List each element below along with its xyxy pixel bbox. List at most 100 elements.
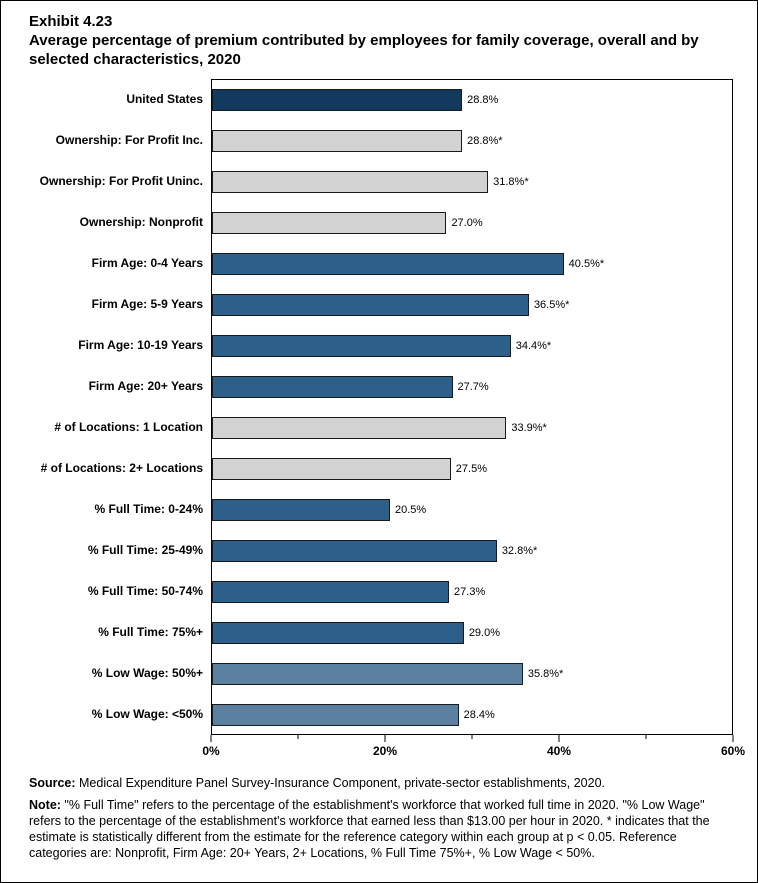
- axis-tick: [645, 735, 647, 740]
- value-label: 27.7%: [457, 380, 489, 393]
- chart-row: % Full Time: 50-74% 27.3%: [29, 571, 733, 612]
- footer: Source: Medical Expenditure Panel Survey…: [29, 775, 733, 861]
- x-axis: 0% 20% 40% 60%: [29, 735, 745, 765]
- bar: [212, 375, 453, 398]
- category-label: % Low Wage: <50%: [91, 706, 203, 721]
- category-label: % Full Time: 75%+: [98, 624, 203, 639]
- bar-chart: United States 28.8% Ownership: For Profi…: [29, 79, 745, 765]
- category-label: Firm Age: 10-19 Years: [78, 337, 203, 352]
- chart-row: Ownership: For Profit Uninc. 31.8%*: [29, 161, 733, 202]
- value-label: 32.8%*: [501, 544, 538, 557]
- bar: [212, 211, 447, 234]
- chart-row: United States 28.8%: [29, 79, 733, 120]
- source-note: Source: Medical Expenditure Panel Survey…: [29, 775, 733, 791]
- note-label: Note:: [29, 798, 61, 813]
- bar: [212, 703, 459, 726]
- category-label: Firm Age: 20+ Years: [88, 378, 203, 393]
- bar: [212, 539, 497, 562]
- axis-tick-label: 40%: [546, 744, 572, 759]
- value-label: 28.8%: [467, 93, 499, 106]
- category-label: # of Locations: 1 Location: [54, 419, 203, 434]
- bar: [212, 498, 390, 521]
- chart-row: # of Locations: 1 Location 33.9%*: [29, 407, 733, 448]
- bar-track: 28.8%: [211, 79, 733, 120]
- category-label: % Low Wage: 50%+: [91, 665, 203, 680]
- exhibit-title: Average percentage of premium contribute…: [29, 31, 699, 68]
- value-label: 33.9%*: [511, 421, 547, 434]
- bar-track: 40.5%*: [211, 243, 733, 284]
- exhibit-number: Exhibit 4.23: [29, 13, 113, 30]
- bar: [212, 457, 451, 480]
- bar: [212, 621, 464, 644]
- axis-tick: [558, 735, 560, 743]
- note: Note: "% Full Time" refers to the percen…: [29, 797, 733, 861]
- bar-track: 28.4%: [211, 694, 733, 735]
- value-label: 27.5%: [455, 462, 487, 475]
- chart-row: % Low Wage: <50% 28.4%: [29, 694, 733, 735]
- title-block: Exhibit 4.23 Average percentage of premi…: [29, 13, 733, 69]
- axis-track: 0% 20% 40% 60%: [202, 735, 745, 765]
- value-label: 27.3%: [454, 585, 486, 598]
- bar-track: 31.8%*: [211, 161, 733, 202]
- chart-row: % Full Time: 0-24% 20.5%: [29, 489, 733, 530]
- value-label: 34.4%*: [515, 339, 552, 352]
- value-label: 40.5%*: [568, 257, 605, 270]
- chart-row: % Full Time: 75%+ 29.0%: [29, 612, 733, 653]
- bar-track: 34.4%*: [211, 325, 733, 366]
- value-label: 35.8%*: [527, 667, 564, 680]
- bar-track: 28.8%*: [211, 120, 733, 161]
- category-label: Firm Age: 0-4 Years: [91, 255, 203, 270]
- chart-row: Firm Age: 0-4 Years 40.5%*: [29, 243, 733, 284]
- chart-row: Ownership: Nonprofit 27.0%: [29, 202, 733, 243]
- category-label: Ownership: For Profit Uninc.: [39, 173, 203, 188]
- category-label: Ownership: For Profit Inc.: [55, 132, 203, 147]
- value-label: 36.5%*: [533, 298, 570, 311]
- note-text: "% Full Time" refers to the percentage o…: [29, 798, 710, 861]
- bar: [212, 252, 564, 275]
- value-label: 20.5%: [395, 503, 427, 516]
- bar-track: 36.5%*: [211, 284, 733, 325]
- category-label: % Full Time: 50-74%: [87, 583, 203, 598]
- bar: [212, 580, 450, 603]
- category-label: Ownership: Nonprofit: [79, 214, 203, 229]
- axis-tick-label: 0%: [202, 744, 220, 759]
- bar: [212, 170, 489, 193]
- value-label: 29.0%: [468, 626, 501, 639]
- value-label: 28.8%*: [467, 134, 503, 147]
- bar-track: 27.5%: [211, 448, 733, 489]
- bar: [212, 662, 523, 685]
- axis-tick: [471, 735, 473, 740]
- bar-track: 29.0%: [211, 612, 733, 653]
- bar-track: 20.5%: [211, 489, 733, 530]
- bar-track: 27.0%: [211, 202, 733, 243]
- category-label: % Full Time: 0-24%: [94, 501, 203, 516]
- source-text: Medical Expenditure Panel Survey-Insuran…: [75, 776, 605, 791]
- bar-track: 27.7%: [211, 366, 733, 407]
- chart-row: Firm Age: 5-9 Years 36.5%*: [29, 284, 733, 325]
- axis-tick-label: 20%: [372, 744, 398, 759]
- axis-tick: [732, 735, 734, 743]
- category-label: # of Locations: 2+ Locations: [40, 460, 203, 475]
- value-label: 28.4%: [463, 708, 495, 721]
- chart-rows: United States 28.8% Ownership: For Profi…: [29, 79, 733, 735]
- bar: [212, 416, 507, 439]
- bar: [212, 88, 463, 111]
- category-label: Firm Age: 5-9 Years: [91, 296, 203, 311]
- bar: [212, 293, 529, 316]
- chart-row: Firm Age: 10-19 Years 34.4%*: [29, 325, 733, 366]
- axis-tick: [297, 735, 299, 740]
- bar: [212, 334, 511, 357]
- category-label: United States: [126, 91, 203, 106]
- chart-row: # of Locations: 2+ Locations 27.5%: [29, 448, 733, 489]
- source-label: Source:: [29, 776, 76, 791]
- bar-track: 32.8%*: [211, 530, 733, 571]
- value-label: 27.0%: [451, 216, 483, 229]
- category-label: % Full Time: 25-49%: [87, 542, 203, 557]
- bar: [212, 129, 463, 152]
- axis-spacer: [29, 735, 211, 765]
- chart-row: Firm Age: 20+ Years 27.7%: [29, 366, 733, 407]
- axis-tick: [210, 735, 212, 743]
- chart-row: % Low Wage: 50%+ 35.8%*: [29, 653, 733, 694]
- chart-row: % Full Time: 25-49% 32.8%*: [29, 530, 733, 571]
